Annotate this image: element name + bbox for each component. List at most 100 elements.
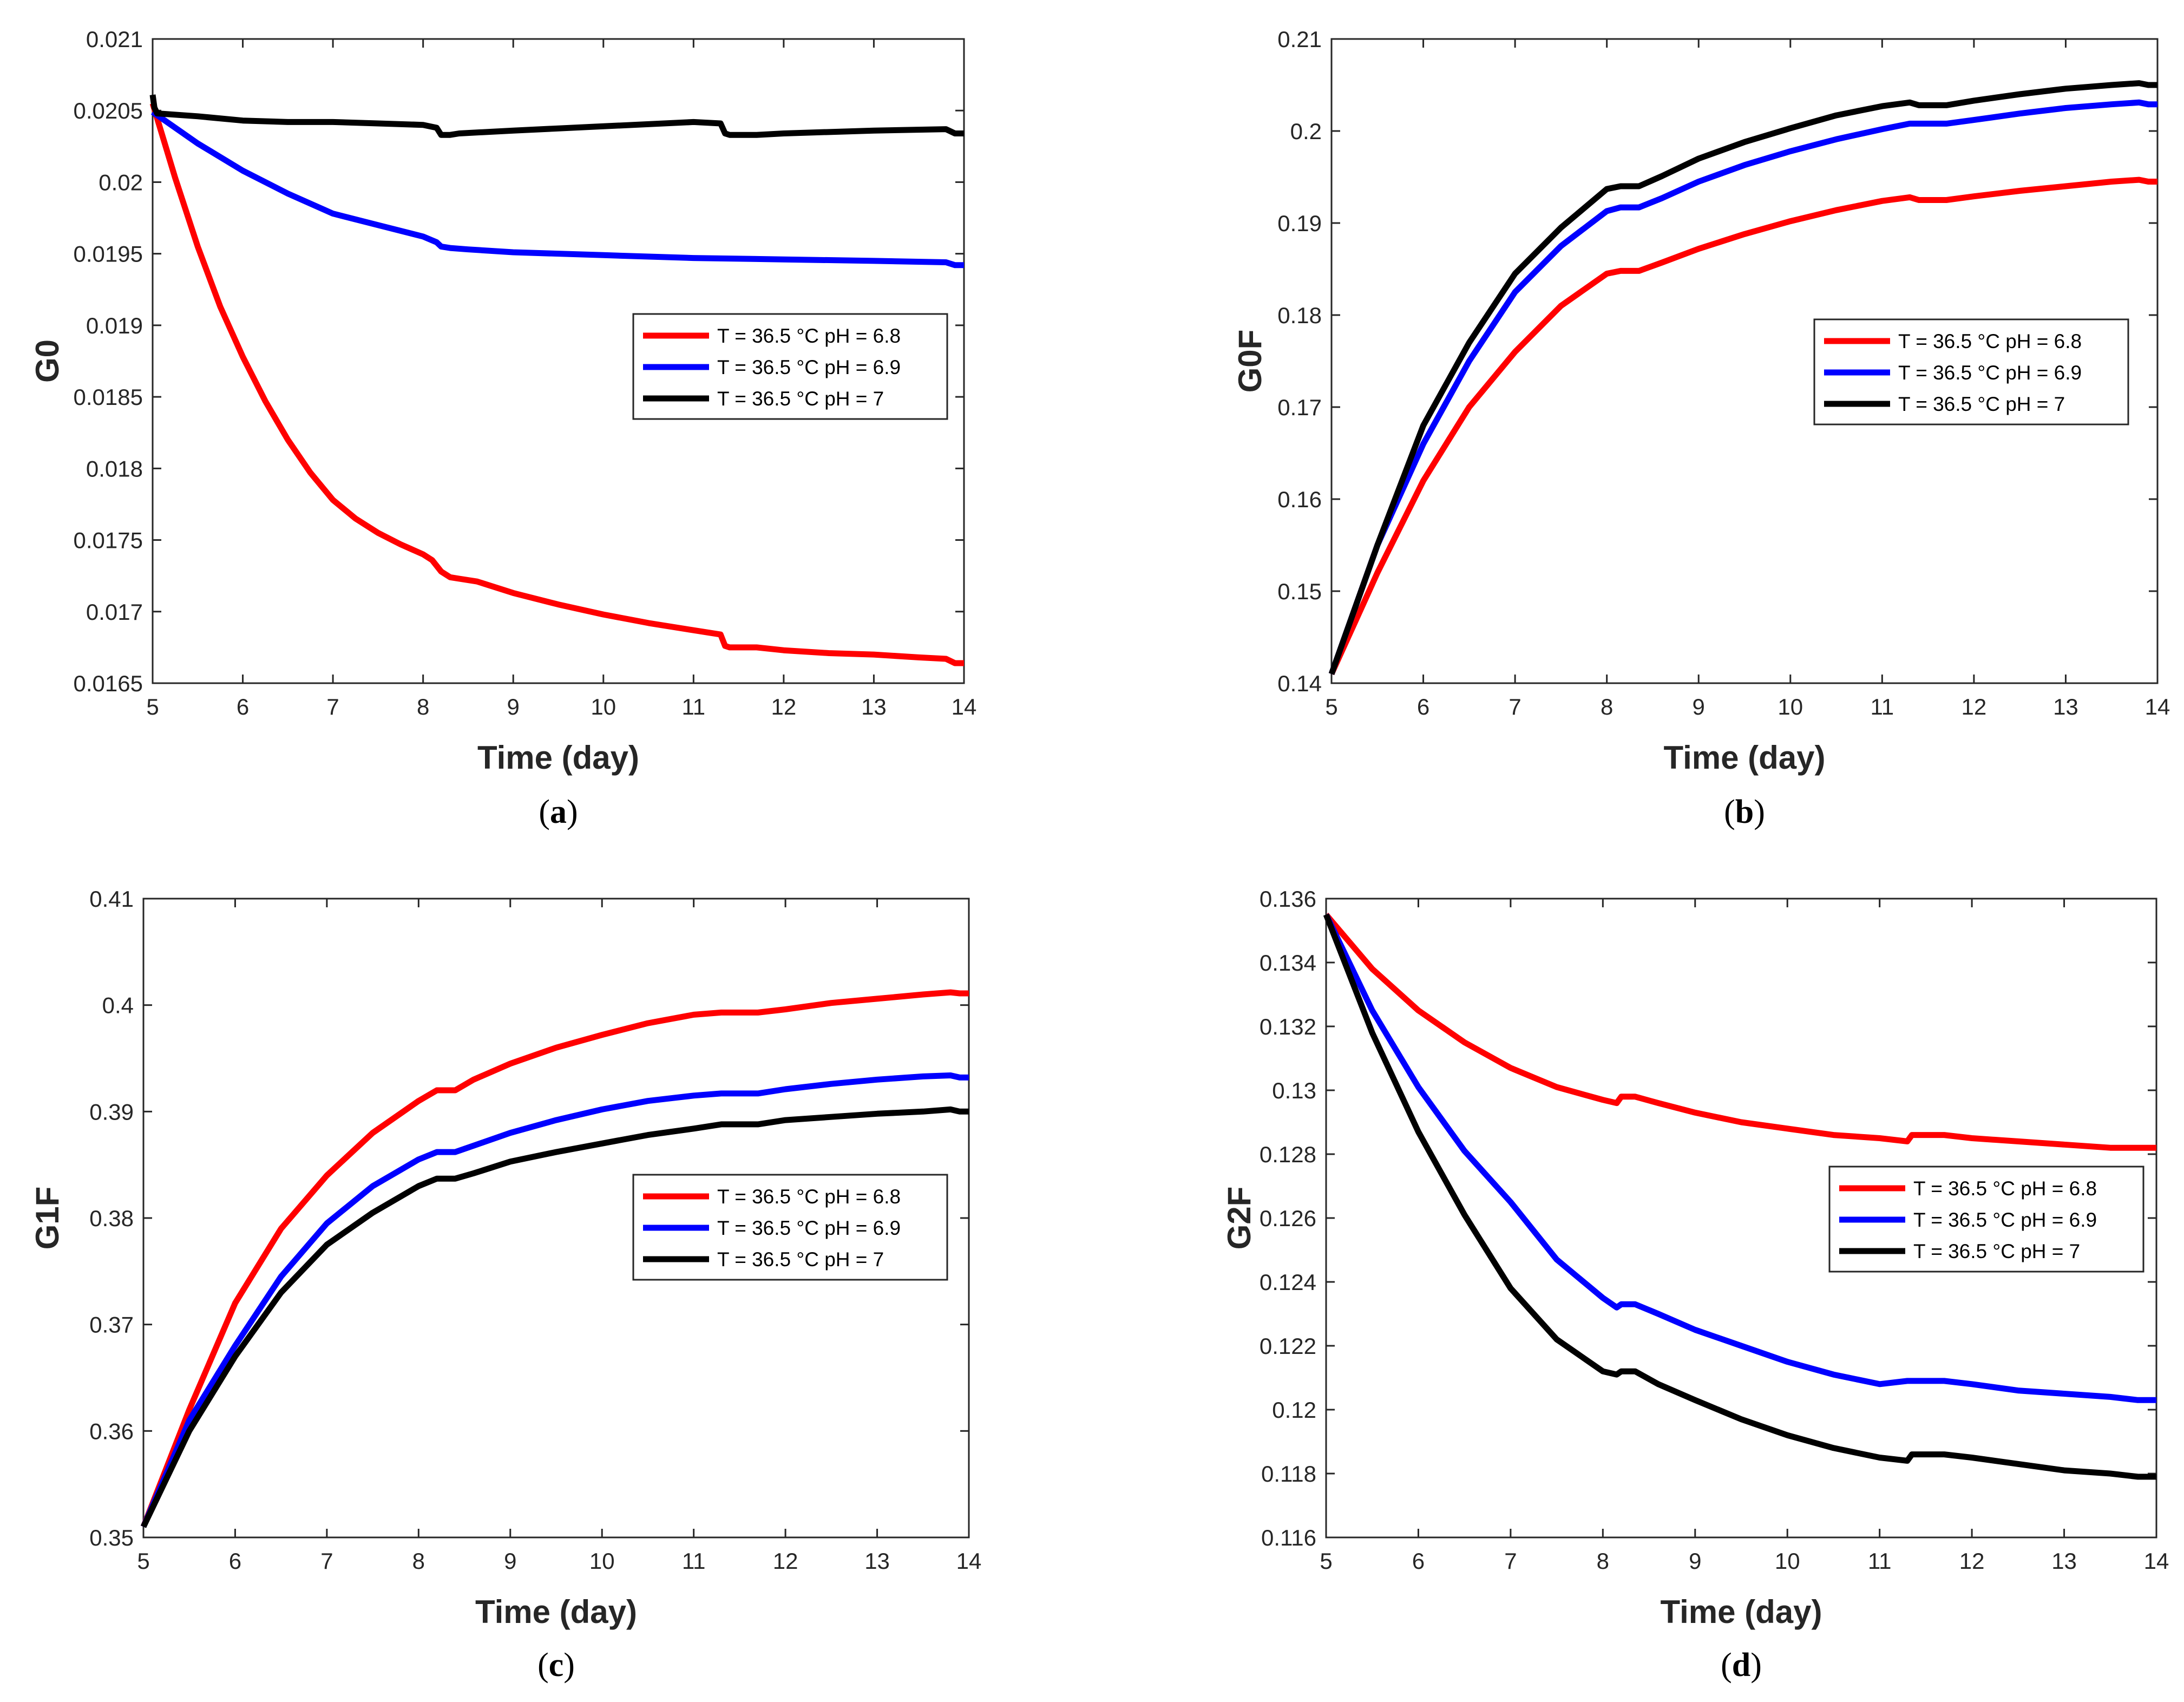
y-tick-label: 0.21 <box>1277 27 1322 52</box>
y-tick-label: 0.18 <box>1277 303 1322 328</box>
x-tick-label: 9 <box>1693 694 1705 719</box>
chart-panel-b: 5 6 7 8 9 10 11 12 13 14 0.14 0.15 0.16 0.17 0.18 0.19 0… <box>1232 27 2170 830</box>
series-line-3 <box>1328 80 2157 675</box>
y-tick-label: 0.13 <box>1272 1078 1316 1103</box>
x-tick-label: 11 <box>682 1548 706 1574</box>
y-tick-label: 0.124 <box>1260 1269 1316 1295</box>
caption-close-paren: ) <box>567 794 578 830</box>
y-tick-label: 0.4 <box>102 993 134 1018</box>
x-tick-label: 5 <box>137 1548 149 1574</box>
x-tick-label: 9 <box>1689 1548 1701 1574</box>
legend-entry-2: T = 36.5 °C pH = 6.9 <box>1898 362 2082 384</box>
x-tick-label: 8 <box>412 1548 425 1574</box>
series-line-1 <box>1328 176 2157 676</box>
y-axis-label: G2F <box>1221 1187 1257 1250</box>
series-line-2 <box>140 1072 969 1528</box>
x-tick-label: 12 <box>1962 694 1987 719</box>
y-tick-label: 0.19 <box>1277 211 1322 236</box>
x-tick-label: 7 <box>320 1548 333 1574</box>
y-tick-label: 0.134 <box>1260 950 1316 976</box>
legend: T = 36.5 °C pH = 6.8 T = 36.5 °C pH = 6.9… <box>1828 1166 2144 1273</box>
x-tick-label: 11 <box>682 694 706 719</box>
series-line-1 <box>1323 912 2156 1151</box>
x-tick-label: 5 <box>146 694 159 719</box>
x-tick-label: 10 <box>1775 1548 1800 1574</box>
y-tick-label: 0.132 <box>1260 1014 1316 1039</box>
panel-caption: (d) <box>1721 1647 1762 1684</box>
y-tick-label: 0.019 <box>86 313 143 338</box>
y-tick-label: 0.0175 <box>74 528 143 553</box>
x-tick-label: 11 <box>1868 1548 1892 1574</box>
x-tick-label: 7 <box>326 694 339 719</box>
caption-close-paren: ) <box>1750 1647 1762 1684</box>
x-tick-label: 14 <box>2145 694 2170 719</box>
y-tick-label: 0.35 <box>89 1525 134 1550</box>
legend-entry-1: T = 36.5 °C pH = 6.8 <box>717 325 901 347</box>
x-tick-label: 6 <box>1412 1548 1425 1574</box>
chart-panel-d: 5 6 7 8 9 10 11 12 13 14 0.116 0.118 0.12 0.122 0.124 0… <box>1221 886 2169 1684</box>
legend-entry-3: T = 36.5 °C pH = 7 <box>717 388 884 410</box>
y-tick-label: 0.021 <box>86 27 143 52</box>
x-tick-label: 10 <box>591 694 616 719</box>
series-line-2 <box>1328 99 2157 675</box>
x-axis-label: Time (day) <box>477 739 639 776</box>
x-tick-label: 6 <box>1417 694 1429 719</box>
y-tick-label: 0.2 <box>1290 119 1322 144</box>
panel-caption: (c) <box>537 1647 575 1684</box>
x-tick-label: 12 <box>773 1548 798 1574</box>
y-tick-label: 0.0205 <box>74 98 143 123</box>
caption-close-paren: ) <box>1754 794 1765 830</box>
series-line-1 <box>149 102 964 666</box>
y-tick-label: 0.0185 <box>74 384 143 410</box>
series-line-3 <box>141 1106 969 1528</box>
caption-letter: a <box>550 794 567 830</box>
series-line-2 <box>150 109 964 269</box>
legend-entry-1: T = 36.5 °C pH = 6.8 <box>717 1186 901 1208</box>
y-tick-label: 0.16 <box>1277 487 1322 512</box>
y-tick-label: 0.14 <box>1277 671 1322 696</box>
caption-open-paren: ( <box>537 1647 549 1684</box>
x-tick-label: 9 <box>507 694 520 719</box>
y-tick-label: 0.12 <box>1272 1397 1316 1423</box>
x-axis-label: Time (day) <box>1661 1594 1822 1630</box>
x-tick-label: 13 <box>2053 694 2078 719</box>
x-tick-label: 8 <box>1597 1548 1609 1574</box>
x-tick-label: 10 <box>589 1548 615 1574</box>
y-tick-label: 0.118 <box>1261 1461 1316 1487</box>
x-tick-label: 12 <box>771 694 797 719</box>
legend-entry-3: T = 36.5 °C pH = 7 <box>1913 1240 2080 1262</box>
y-tick-label: 0.36 <box>89 1418 134 1444</box>
caption-letter: b <box>1735 794 1754 830</box>
legend-entry-2: T = 36.5 °C pH = 6.9 <box>717 356 901 378</box>
legend-entry-2: T = 36.5 °C pH = 6.9 <box>717 1217 901 1239</box>
x-axis-label: Time (day) <box>1664 739 1826 776</box>
x-tick-label: 14 <box>952 694 977 719</box>
x-tick-label: 5 <box>1325 694 1337 719</box>
x-tick-label: 8 <box>417 694 429 719</box>
panel-caption: (b) <box>1724 794 1765 830</box>
panel-caption: (a) <box>539 794 578 830</box>
legend: T = 36.5 °C pH = 6.8 T = 36.5 °C pH = 6.9… <box>1813 318 2129 426</box>
y-tick-label: 0.15 <box>1277 579 1322 604</box>
y-axis-label: G1F <box>29 1187 65 1250</box>
caption-open-paren: ( <box>539 794 550 830</box>
y-tick-label: 0.41 <box>89 886 134 912</box>
y-tick-label: 0.37 <box>89 1312 134 1338</box>
caption-open-paren: ( <box>1724 794 1735 830</box>
y-tick-label: 0.0195 <box>74 241 143 267</box>
x-tick-label: 13 <box>864 1548 890 1574</box>
x-tick-label: 10 <box>1778 694 1803 719</box>
series-line-1 <box>140 989 969 1528</box>
y-tick-label: 0.126 <box>1260 1206 1316 1231</box>
legend: T = 36.5 °C pH = 6.8 T = 36.5 °C pH = 6.9… <box>632 1174 948 1281</box>
x-tick-label: 7 <box>1504 1548 1517 1574</box>
x-tick-label: 9 <box>504 1548 516 1574</box>
x-tick-label: 5 <box>1320 1548 1332 1574</box>
x-tick-label: 6 <box>229 1548 241 1574</box>
caption-letter: c <box>549 1647 564 1684</box>
caption-letter: d <box>1732 1647 1750 1684</box>
y-tick-label: 0.39 <box>89 1099 134 1124</box>
series-line-3 <box>149 94 964 138</box>
series-line-3 <box>1323 913 2156 1480</box>
